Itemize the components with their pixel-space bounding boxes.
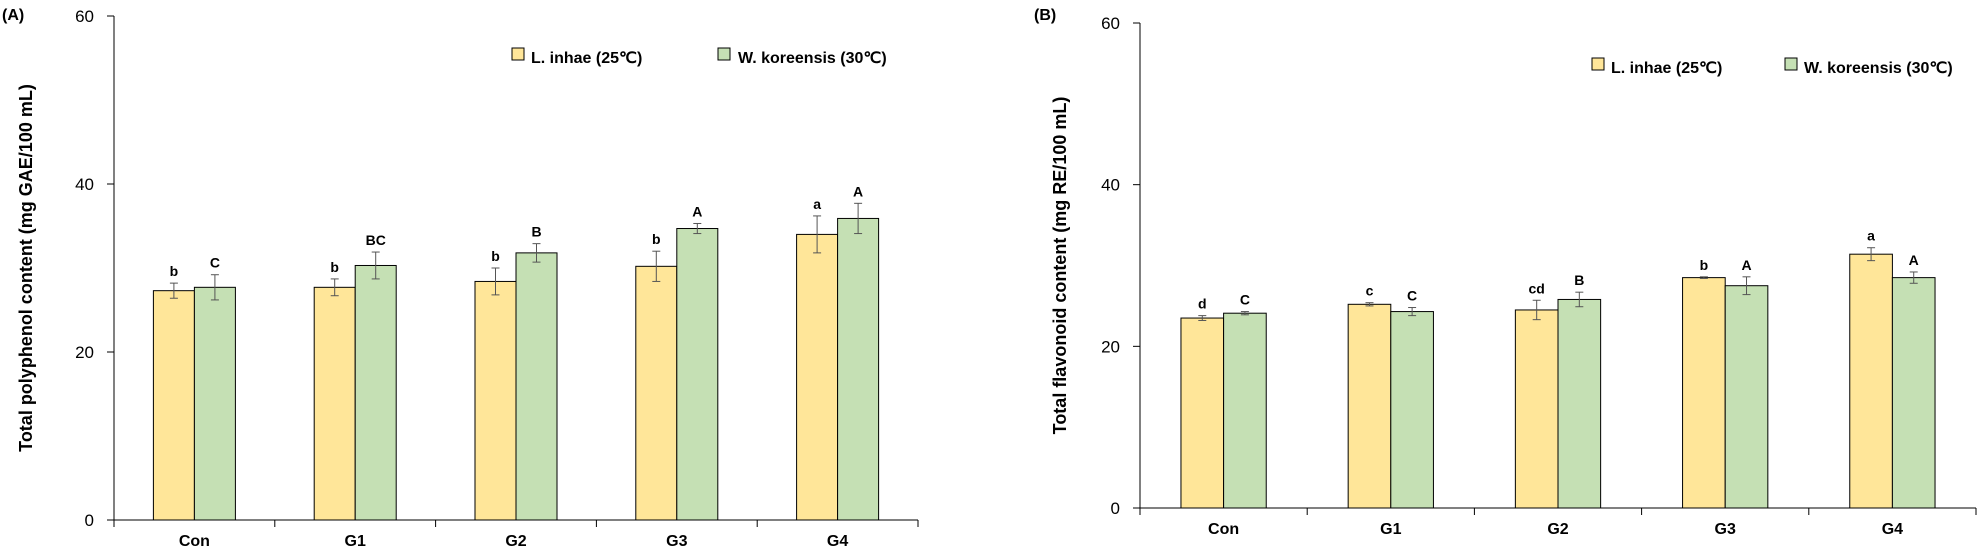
significance-label: c: [1366, 283, 1374, 299]
y-tick-label: 40: [1101, 176, 1120, 195]
y-tick-label: 60: [75, 7, 94, 26]
y-tick-label: 0: [1111, 499, 1120, 518]
legend-swatch: [1591, 57, 1605, 71]
y-tick-label: 20: [1101, 337, 1120, 356]
bar: [1849, 253, 1893, 509]
bar: [1514, 309, 1559, 509]
category-label: Con: [1208, 521, 1239, 538]
bar: [1223, 312, 1267, 509]
bar: [515, 252, 558, 521]
significance-label: C: [1407, 288, 1417, 304]
bar: [354, 264, 397, 521]
bar: [193, 286, 236, 521]
significance-label: A: [692, 203, 702, 219]
bar: [1557, 298, 1602, 509]
category-label: G2: [1547, 521, 1568, 538]
significance-label: a: [813, 196, 821, 212]
category-label: G2: [505, 533, 526, 550]
bar: [676, 228, 719, 521]
bar: [152, 290, 195, 521]
category-label: G1: [345, 533, 366, 550]
legend-swatch: [1784, 57, 1798, 71]
significance-label: b: [491, 248, 500, 264]
significance-label: B: [1574, 272, 1584, 288]
legend-entry: L. inhae (25℃): [531, 50, 642, 67]
chart-panel-2: (B) Total flavonoid content (mg RE/100 mL…: [1034, 7, 1977, 538]
legend-swatch: [717, 47, 731, 61]
significance-label: a: [1867, 228, 1875, 244]
category-label: G4: [827, 533, 848, 550]
significance-label: A: [853, 183, 863, 199]
bar: [1347, 303, 1392, 509]
significance-label: cd: [1529, 280, 1545, 296]
significance-label: BC: [366, 232, 386, 248]
bar: [474, 280, 517, 521]
category-label: G4: [1882, 521, 1903, 538]
category-label: G1: [1380, 521, 1401, 538]
bar: [796, 233, 839, 521]
significance-label: b: [170, 263, 179, 279]
y-tick-label: 0: [85, 511, 94, 530]
bar: [837, 217, 880, 521]
significance-label: b: [652, 231, 661, 247]
bar: [1180, 317, 1225, 509]
legend-entry: W. koreensis (30℃): [1804, 60, 1953, 77]
bar: [635, 265, 678, 521]
significance-label: b: [1700, 257, 1709, 273]
significance-label: C: [1240, 292, 1250, 308]
bar: [313, 286, 356, 521]
y-tick-label: 20: [75, 343, 94, 362]
significance-label: C: [210, 255, 220, 271]
y-axis-title: Total flavonoid content (mg RE/100 mL): [1050, 97, 1070, 435]
significance-label: d: [1198, 296, 1207, 312]
panel-label: (B): [1034, 7, 1056, 24]
y-tick-label: 60: [1101, 14, 1120, 33]
y-tick-label: 40: [75, 175, 94, 194]
category-label: Con: [179, 533, 210, 550]
significance-label: A: [1909, 252, 1919, 268]
bar: [1724, 285, 1769, 509]
category-label: G3: [1715, 521, 1736, 538]
bar: [1891, 277, 1936, 509]
significance-label: b: [330, 259, 339, 275]
legend-entry: L. inhae (25℃): [1611, 60, 1722, 77]
legend-swatch: [511, 47, 525, 61]
significance-label: A: [1741, 257, 1751, 273]
panel-label: (A): [2, 7, 24, 24]
bar: [1390, 311, 1434, 509]
bar: [1682, 277, 1726, 509]
significance-label: B: [531, 224, 541, 240]
legend-entry: W. koreensis (30℃): [738, 50, 887, 67]
category-label: G3: [666, 533, 687, 550]
chart-panel-1: (A) Total polyphenol content (mg GAE/100 …: [2, 7, 919, 550]
y-axis-title: Total polyphenol content (mg GAE/100 mL): [16, 84, 36, 452]
